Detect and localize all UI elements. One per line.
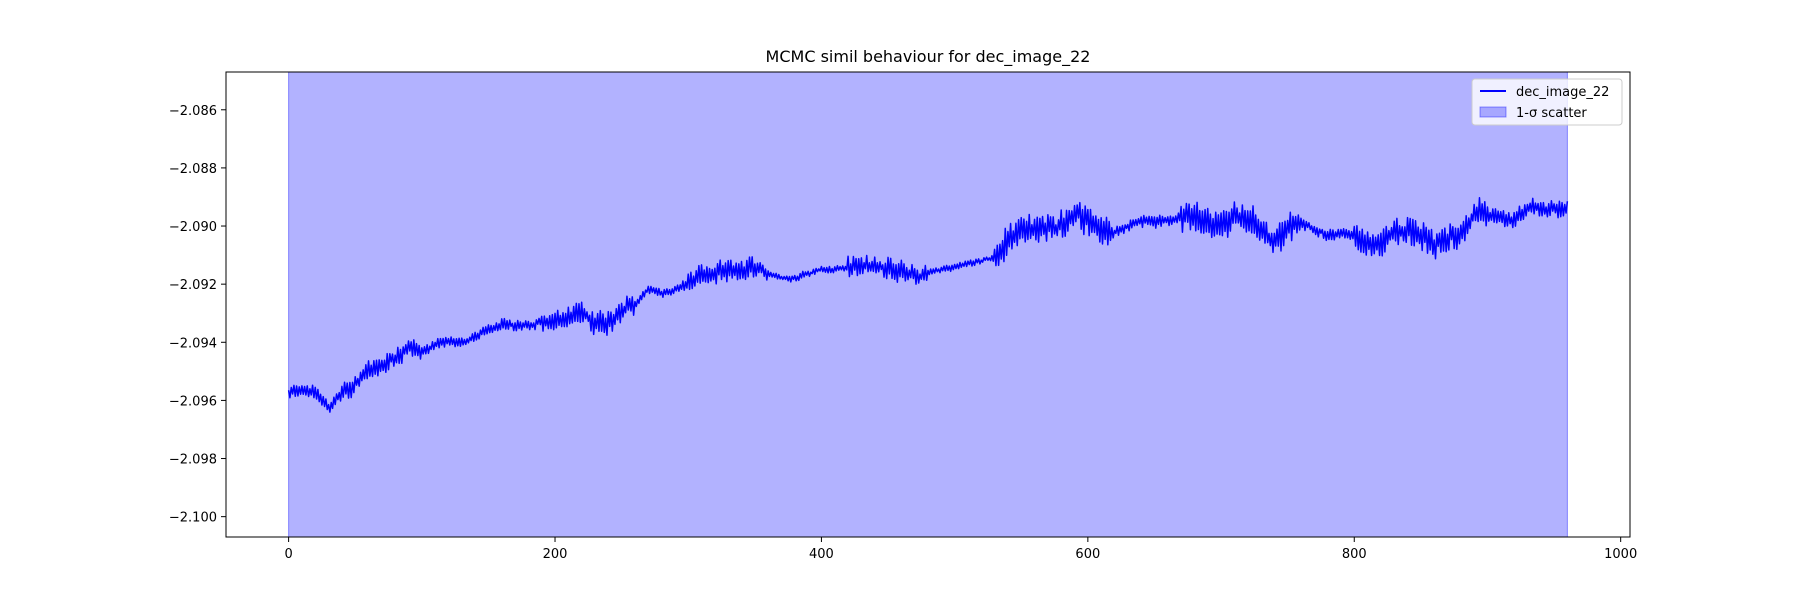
legend-label-line: dec_image_22 [1516, 85, 1609, 100]
chart-title: MCMC simil behaviour for dec_image_22 [766, 47, 1091, 67]
scatter-band-layer [288, 71, 1568, 538]
legend-fill-swatch [1479, 106, 1507, 118]
y-tick-label: −2.092 [169, 278, 217, 293]
y-tick-label: −2.090 [169, 220, 217, 235]
legend-label-fill: 1-σ scatter [1516, 106, 1587, 121]
y-tick-label: −2.094 [169, 336, 217, 351]
legend-box [1471, 78, 1623, 126]
x-tick-label: 0 [284, 547, 292, 562]
y-axis: −2.086 −2.088 −2.090 −2.092 −2.094 −2.096 −2.0… [169, 104, 226, 526]
axes-frame [225, 71, 1631, 538]
x-axis: 0 200 400 600 800 1000 [284, 537, 1637, 562]
x-tick-label: 400 [809, 547, 834, 562]
x-tick-label: 200 [543, 547, 568, 562]
legend: dec_image_22 1-σ scatter [1471, 78, 1623, 126]
x-tick-label: 600 [1075, 547, 1100, 562]
y-tick-label: −2.098 [169, 453, 217, 468]
scatter-band [288, 71, 1568, 538]
y-tick-label: −2.088 [169, 162, 217, 177]
series-line-dec-image-22 [287, 197, 1569, 413]
y-tick-label: −2.096 [169, 394, 217, 409]
series-line-layer [287, 197, 1569, 413]
x-tick-label: 800 [1342, 547, 1367, 562]
x-tick-label: 1000 [1604, 547, 1637, 562]
y-tick-label: −2.086 [169, 104, 217, 119]
y-tick-label: −2.100 [169, 511, 217, 526]
